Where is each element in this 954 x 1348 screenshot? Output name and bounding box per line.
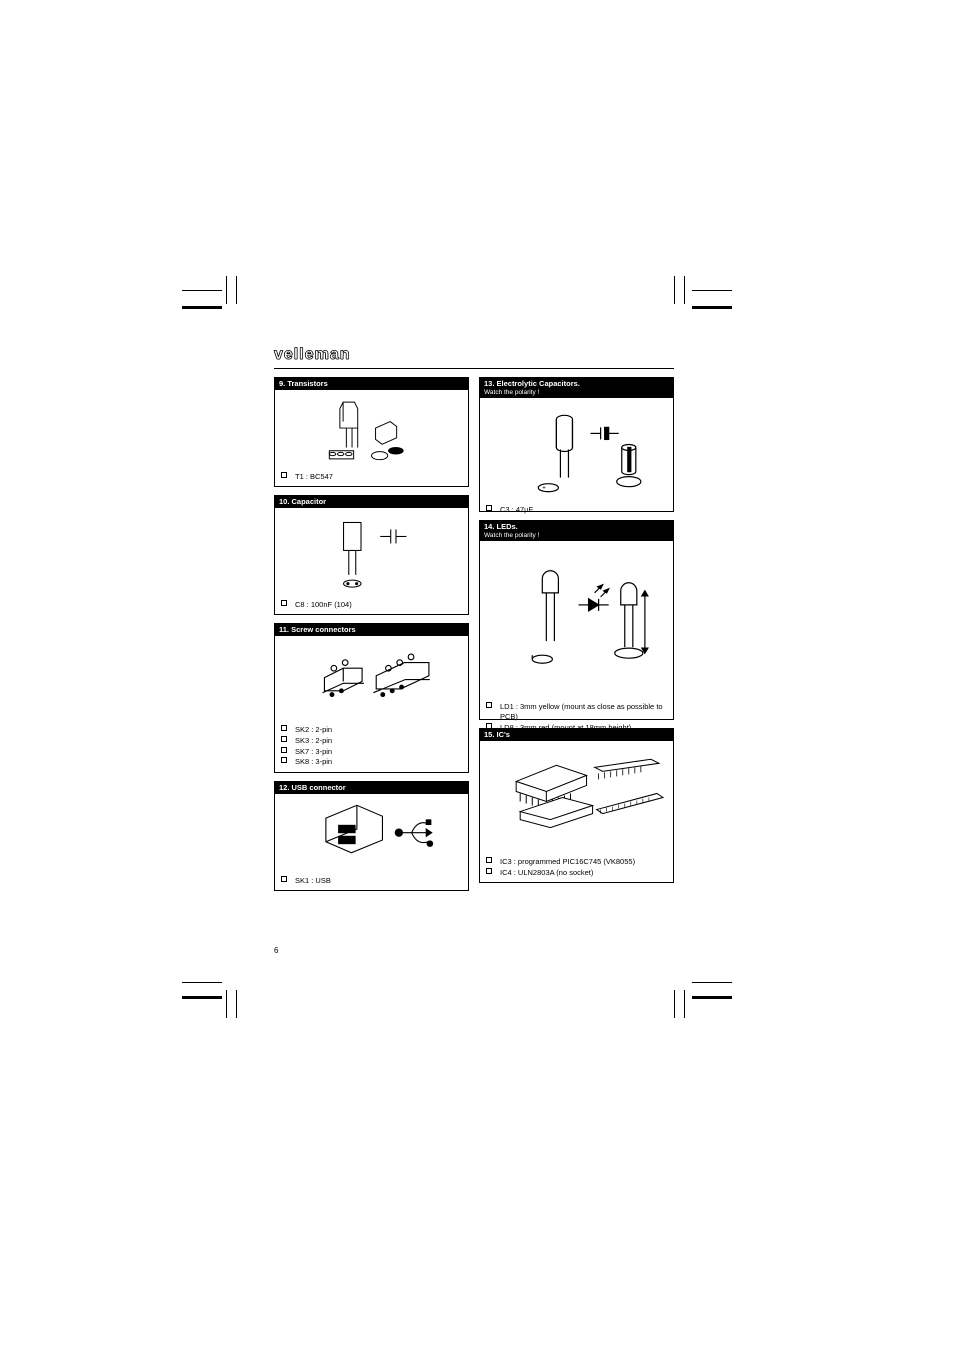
usb-illustration [281, 798, 462, 874]
column-left: 9. Transistors T1 : BC547 10. Capacitor C8 … [274, 377, 469, 891]
checkbox-icon [486, 857, 492, 863]
panel-header: 9. Transistors [275, 378, 468, 390]
checkbox-icon [486, 723, 492, 729]
checklist-label: T1 : BC547 [295, 472, 462, 482]
checklist-item: IC3 : programmed PIC16C745 (VK8055) [486, 857, 667, 867]
panel-body: SK1 : USB [275, 794, 468, 890]
panel-p10: 10. Capacitor C8 : 100nF (104) [274, 495, 469, 615]
checklist-label: IC3 : programmed PIC16C745 (VK8055) [500, 857, 667, 867]
checklist-label: LD8 : 3mm red (mount at 18mm height) [500, 723, 667, 733]
panel-p9: 9. Transistors T1 : BC547 [274, 377, 469, 487]
panel-body: C8 : 100nF (104) [275, 508, 468, 614]
checkbox-icon [486, 702, 492, 708]
checklist-item: LD8 : 3mm red (mount at 18mm height) [486, 723, 667, 733]
checklist-item: LD1 : 3mm yellow (mount as close as poss… [486, 702, 667, 722]
panel-body: IC3 : programmed PIC16C745 (VK8055)IC4 :… [480, 741, 673, 882]
checklist-item: SK8 : 3-pin [281, 757, 462, 767]
panel-p11: 11. Screw connectorsSK2 : 2-pinSK3 : 2-p… [274, 623, 469, 773]
checklist-item: T1 : BC547 [281, 472, 462, 482]
screwconn-illustration [281, 640, 462, 723]
checkbox-icon [486, 505, 492, 511]
checklist-label: C3 : 47µF [500, 505, 667, 515]
column-right: 13. Electrolytic Capacitors.Watch the po… [479, 377, 674, 891]
checklist-label: LD1 : 3mm yellow (mount as close as poss… [500, 702, 667, 722]
columns: 9. Transistors T1 : BC547 10. Capacitor C8 … [274, 377, 674, 891]
checkbox-icon [281, 747, 287, 753]
panel-body: LD1 : 3mm yellow (mount as close as poss… [480, 541, 673, 736]
checklist-label: SK8 : 3-pin [295, 757, 462, 767]
panel-body: T1 : BC547 [275, 390, 468, 486]
checkbox-icon [281, 472, 287, 478]
checklist-item: SK1 : USB [281, 876, 462, 886]
checkbox-icon [281, 876, 287, 882]
velleman-logo: velleman [274, 346, 674, 364]
panel-subtitle: Watch the polarity ! [484, 389, 669, 396]
checklist-label: SK7 : 3-pin [295, 747, 462, 757]
page-number: 6 [274, 946, 278, 955]
transistors-illustration [281, 394, 462, 470]
checkbox-icon [486, 868, 492, 874]
header-rule [274, 368, 674, 369]
panel-header: 13. Electrolytic Capacitors.Watch the po… [480, 378, 673, 398]
checkbox-icon [281, 725, 287, 731]
page-footer: 6 [274, 946, 674, 955]
panel-subtitle: Watch the polarity ! [484, 532, 669, 539]
ic-illustration [486, 745, 667, 855]
checklist-label: SK3 : 2-pin [295, 736, 462, 746]
panel-p15: 15. IC'sIC3 : programmed PIC16C745 (VK80… [479, 728, 674, 883]
checkbox-icon [281, 736, 287, 742]
checklist-item: C3 : 47µF [486, 505, 667, 515]
panel-p13: 13. Electrolytic Capacitors.Watch the po… [479, 377, 674, 512]
sheet: velleman 9. Transistors T1 : BC547 10. Cap… [274, 346, 674, 891]
checklist-item: SK3 : 2-pin [281, 736, 462, 746]
panel-body: SK2 : 2-pinSK3 : 2-pinSK7 : 3-pinSK8 : 3… [275, 636, 468, 772]
checklist-item: SK7 : 3-pin [281, 747, 462, 757]
panel-header: 11. Screw connectors [275, 624, 468, 636]
panel-header: 14. LEDs.Watch the polarity ! [480, 521, 673, 541]
capacitor-illustration [281, 512, 462, 598]
checkbox-icon [281, 757, 287, 763]
panel-body: C3 : 47µF [480, 398, 673, 519]
checklist-item: C8 : 100nF (104) [281, 600, 462, 610]
led-illustration [486, 545, 667, 700]
panel-p12: 12. USB connector SK1 : USB [274, 781, 469, 891]
checkbox-icon [281, 600, 287, 606]
checklist-label: C8 : 100nF (104) [295, 600, 462, 610]
checklist-item: IC4 : ULN2803A (no socket) [486, 868, 667, 878]
panel-header: 10. Capacitor [275, 496, 468, 508]
panel-header: 12. USB connector [275, 782, 468, 794]
page: velleman 9. Transistors T1 : BC547 10. Cap… [0, 0, 954, 1348]
panel-p14: 14. LEDs.Watch the polarity ! LD1 : 3mm y… [479, 520, 674, 720]
checklist-item: SK2 : 2-pin [281, 725, 462, 735]
checklist-label: SK2 : 2-pin [295, 725, 462, 735]
elco-illustration [486, 402, 667, 503]
checklist-label: IC4 : ULN2803A (no socket) [500, 868, 667, 878]
checklist-label: SK1 : USB [295, 876, 462, 886]
